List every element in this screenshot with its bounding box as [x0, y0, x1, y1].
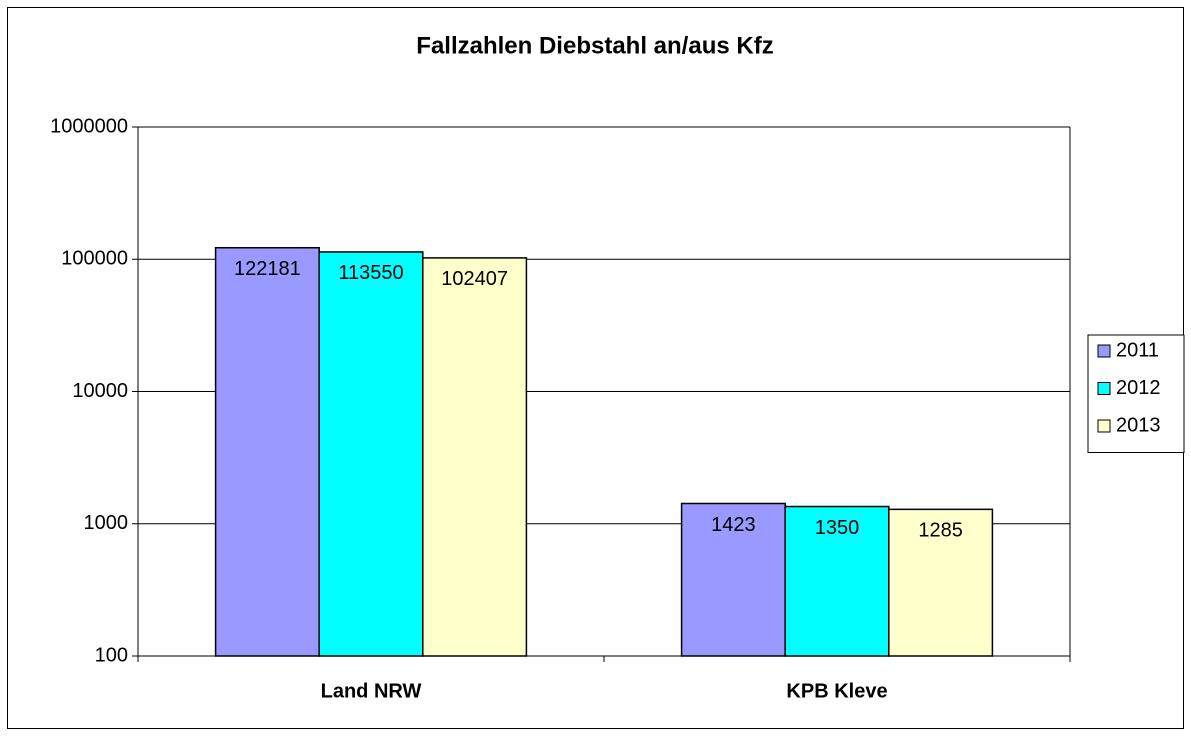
- x-tick-label: Land NRW: [321, 680, 422, 702]
- value-label: 1350: [815, 517, 860, 539]
- y-tick-label: 1000: [84, 512, 129, 534]
- bar: [318, 251, 424, 657]
- y-tick-label: 100000: [61, 248, 128, 270]
- bar: [888, 508, 994, 657]
- value-label: 1423: [711, 514, 756, 536]
- bar: [422, 257, 528, 657]
- legend-label: 2012: [1116, 377, 1161, 399]
- legend-swatch: [1097, 419, 1111, 433]
- value-label: 1285: [918, 520, 963, 542]
- chart-title: Fallzahlen Diebstahl an/aus Kfz: [416, 32, 773, 59]
- value-label: 122181: [234, 258, 301, 280]
- y-tick-label: 100: [95, 644, 128, 666]
- legend-label: 2013: [1116, 414, 1161, 436]
- y-tick-label: 1000000: [50, 115, 128, 137]
- legend-swatch: [1097, 344, 1111, 358]
- y-tick-label: 10000: [72, 380, 128, 402]
- legend-label: 2011: [1116, 339, 1159, 361]
- bar: [680, 502, 786, 657]
- legend-swatch: [1097, 382, 1111, 395]
- value-label: 113550: [338, 262, 403, 284]
- x-tick-label: KPB Kleve: [786, 680, 887, 702]
- bar: [784, 505, 890, 657]
- bar: [214, 246, 320, 657]
- value-label: 102407: [441, 268, 508, 290]
